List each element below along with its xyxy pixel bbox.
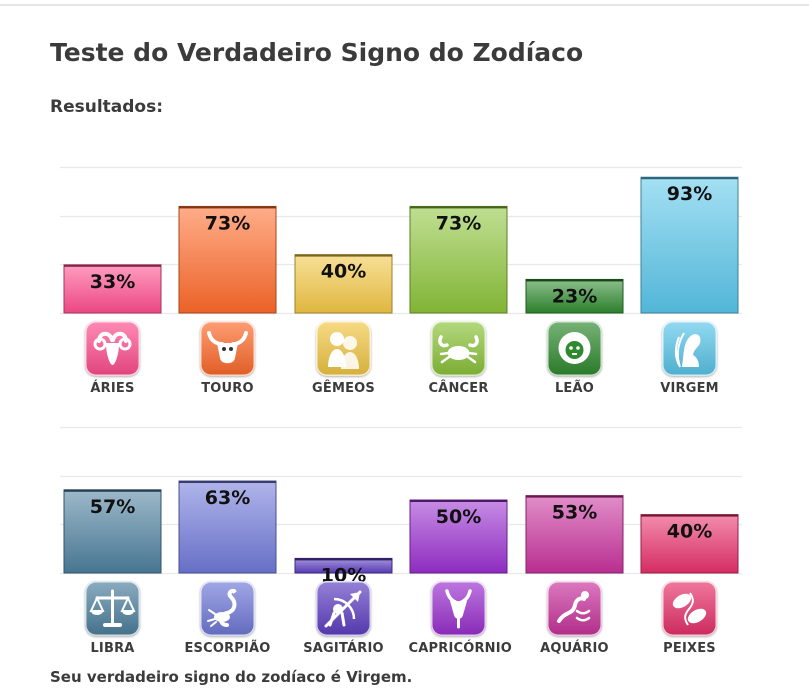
sign-aquário: AQUÁRIO [525,581,625,656]
bar-aquário [525,495,624,574]
bar-plot: 33% 73% 40% 73% 23% 93% [60,166,742,315]
bar-câncer [409,205,508,314]
zodiac-chart-2: 57% 63% 10% 50% 53% 40% LIBRA ESCORPIÃO SAGITÁRI… [60,400,742,656]
aquarius-water-bearer-icon [547,581,602,636]
aries-ram-icon [85,321,140,376]
gemini-twins-icon [316,321,371,376]
sign-virgem: VIRGEM [640,321,740,396]
sign-name-label: ESCORPIÃO [184,641,271,656]
sign-name-label: LEÃO [554,381,595,396]
sign-sagitário: SAGITÁRIO [294,581,394,656]
sign-peixes: PEIXES [640,581,740,656]
sign-name-label: SAGITÁRIO [303,641,384,656]
bar-value-label: 93% [667,183,712,205]
sagittarius-archer-icon [316,581,371,636]
bar-top-edge [410,206,507,209]
bar-top-edge [641,514,738,517]
bar-escorpião [178,480,277,574]
libra-scales-icon [85,581,140,636]
bar-value-label: 63% [205,487,250,509]
bar-top-edge [410,500,507,502]
bar-value-label: 57% [90,496,135,518]
bar-value-label: 40% [321,261,366,283]
sign-name-label: ÁRIES [90,381,135,396]
top-divider [0,4,809,6]
bar-value-label: 73% [205,212,250,234]
bar-top-edge [526,279,623,282]
scorpio-scorpion-icon [200,581,255,636]
bar-value-label: 33% [90,271,135,293]
bar-plot: 57% 63% 10% 50% 53% 40% [60,426,742,586]
bar-libra [63,489,162,574]
sign-áries: ÁRIES [63,321,163,396]
bar-capricórnio [409,499,508,574]
sign-name-label: CAPRICÓRNIO [408,641,513,656]
bar-virgem [640,176,739,314]
cancer-crab-icon [431,321,486,376]
taurus-bull-icon [200,321,255,376]
bar-top-edge [179,206,276,209]
bar-gêmeos [294,254,393,314]
pisces-fish-icon [662,581,717,636]
bar-top-edge [641,177,738,180]
leo-lion-icon [547,321,602,376]
sign-name-label: LIBRA [90,641,135,656]
sign-libra: LIBRA [63,581,163,656]
sign-gêmeos: GÊMEOS [294,321,394,396]
zodiac-chart-1: 33% 73% 40% 73% 23% 93% ÁRIES TOURO GÊMEOS CÂNCER… [60,140,742,405]
virgo-maiden-icon [662,321,717,376]
bar-value-label: 10% [321,564,366,586]
bar-top-edge [179,481,276,484]
bar-top-edge [64,489,161,492]
sign-name-label: VIRGEM [660,381,719,396]
result-text: Seu verdadeiro signo do zodíaco é Virgem… [50,668,413,686]
results-heading: Resultados: [50,97,164,117]
bar-value-label: 53% [552,502,597,524]
bar-value-label: 40% [667,521,712,543]
sign-touro: TOURO [178,321,278,396]
bar-áries [63,264,162,314]
bar-top-edge [295,254,392,257]
bar-value-label: 73% [436,212,481,234]
bar-leão [525,278,624,314]
sign-leão: LEÃO [525,321,625,396]
bar-peixes [640,514,739,574]
sign-name-label: PEIXES [663,641,716,656]
sign-câncer: CÂNCER [409,321,509,396]
bar-touro [178,205,277,314]
sign-name-label: CÂNCER [428,381,489,396]
bar-top-edge [295,558,392,561]
bar-value-label: 50% [436,506,481,528]
sign-name-label: GÊMEOS [312,381,375,396]
sign-escorpião: ESCORPIÃO [178,581,278,656]
sign-capricórnio: CAPRICÓRNIO [408,581,513,656]
sign-name-label: TOURO [201,381,254,396]
page-title: Teste do Verdadeiro Signo do Zodíaco [50,38,584,67]
sign-name-label: AQUÁRIO [540,641,609,656]
bar-top-edge [526,495,623,498]
bar-value-label: 23% [552,285,597,307]
bar-top-edge [64,264,161,267]
capricorn-goat-icon [431,581,486,636]
